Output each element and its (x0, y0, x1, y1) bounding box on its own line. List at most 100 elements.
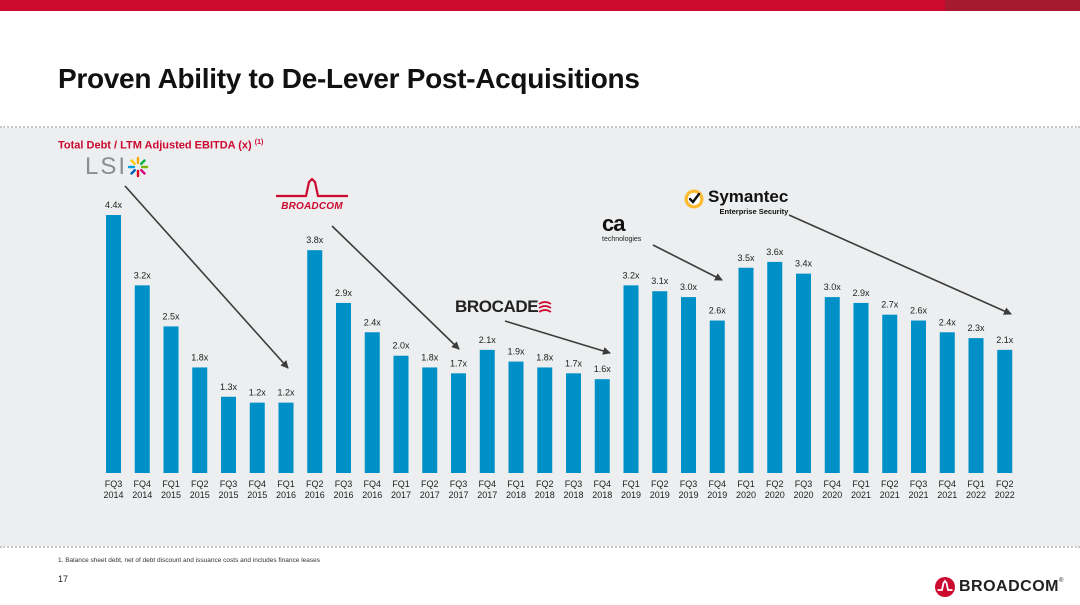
bar-fq4-2018 (594, 379, 610, 473)
bar-fq3-2015 (221, 396, 236, 473)
x-tick-year: 2017 (448, 490, 468, 500)
x-tick-year: 2017 (391, 490, 411, 500)
deleverage-arrow-group (124, 185, 1012, 369)
bar-value-label: 2.0x (392, 341, 410, 351)
x-tick-quarter: FQ4 (133, 479, 151, 489)
leverage-bar-chart: 4.4x 3.2x 2.5x 1.8x 1.3x 1.2x 1.2x 3.8x 2.9x 2.4x… (103, 185, 1015, 500)
x-tick-year: 2018 (592, 490, 612, 500)
broadcom-brand-mark: ® (1059, 578, 1064, 584)
x-tick-quarter: FQ4 (248, 479, 266, 489)
bar-value-label: 2.3x (967, 323, 985, 333)
bar-group (106, 215, 1013, 473)
broadcom-legacy-logo: BROADCOM (272, 177, 352, 212)
x-tick-quarter: FQ1 (277, 479, 295, 489)
bar-fq1-2018 (508, 361, 524, 473)
brocade-logo: BROCADE (455, 297, 552, 317)
x-tick-year: 2015 (218, 490, 238, 500)
x-tick-quarter: FQ1 (622, 479, 640, 489)
x-tick-quarter: FQ3 (335, 479, 353, 489)
x-tick-quarter: FQ2 (536, 479, 554, 489)
bar-fq2-2018 (537, 367, 553, 473)
x-tick-quarter: FQ2 (191, 479, 209, 489)
bar-value-label: 1.9x (507, 347, 525, 357)
x-tick-quarter: FQ4 (478, 479, 496, 489)
symantec-check-icon (684, 189, 704, 209)
x-tick-year: 2018 (535, 490, 555, 500)
x-tick-quarter: FQ4 (938, 479, 956, 489)
page-number: 17 (58, 574, 69, 584)
x-tick-year: 2016 (305, 490, 325, 500)
x-tick-year: 2020 (736, 490, 756, 500)
bar-fq3-2017 (451, 373, 466, 473)
x-tick-quarter: FQ2 (766, 479, 784, 489)
lsi-logo-text: LSI (85, 153, 128, 180)
x-tick-year: 2020 (822, 490, 842, 500)
bar-fq3-2016 (336, 302, 351, 473)
symantec-logo: Symantec Enterprise Security (683, 188, 788, 216)
x-tick-quarter: FQ4 (363, 479, 381, 489)
bar-fq2-2017 (422, 367, 438, 473)
arrow-lsi (124, 185, 289, 369)
x-tick-year: 2014 (103, 490, 123, 500)
bar-fq3-2014 (106, 215, 121, 473)
bar-value-label: 2.9x (335, 288, 353, 298)
x-tick-quarter: FQ3 (795, 479, 813, 489)
bar-value-label: 2.9x (852, 288, 870, 298)
x-tick-quarter: FQ3 (220, 479, 238, 489)
x-tick-quarter: FQ3 (565, 479, 583, 489)
x-tick-year: 2019 (650, 490, 670, 500)
bar-fq4-2020 (824, 297, 840, 473)
x-tick-year: 2019 (678, 490, 698, 500)
footnote: 1. Balance sheet debt, net of debt disco… (58, 557, 320, 564)
x-tick-year: 2015 (247, 490, 267, 500)
symantec-logo-text-block: Symantec Enterprise Security (708, 187, 789, 217)
x-tick-quarter: FQ1 (967, 479, 985, 489)
bar-value-label: 2.7x (881, 300, 899, 310)
arrow-ca (652, 244, 723, 281)
x-tick-year: 2014 (132, 490, 152, 500)
bar-value-label: 1.2x (277, 388, 295, 398)
bar-fq4-2017 (479, 349, 495, 473)
x-tick-year: 2016 (276, 490, 296, 500)
bar-value-label: 1.7x (450, 358, 468, 368)
x-tick-year: 2020 (765, 490, 785, 500)
bar-fq2-2022 (997, 349, 1013, 473)
bar-value-label: 2.1x (996, 335, 1014, 345)
bar-value-label: 3.6x (766, 247, 784, 257)
symantec-logo-text: Symantec (708, 187, 789, 206)
divider-bottom (0, 546, 1080, 548)
bar-fq4-2015 (249, 402, 265, 473)
x-tick-quarter: FQ2 (651, 479, 669, 489)
bar-value-label: 3.5x (737, 253, 755, 263)
bar-value-label: 2.5x (162, 311, 180, 321)
bar-fq1-2016 (278, 402, 294, 473)
x-tick-year: 2017 (420, 490, 440, 500)
x-tick-quarter: FQ4 (593, 479, 611, 489)
bar-value-label: 4.4x (105, 200, 123, 210)
bar-value-label: 1.6x (594, 364, 612, 374)
x-tick-year: 2019 (707, 490, 727, 500)
broadcom-legacy-logo-text: BROADCOM (281, 201, 343, 212)
bar-value-label: 3.2x (622, 270, 640, 280)
bar-value-label: 1.2x (249, 388, 267, 398)
x-tick-quarter: FQ3 (450, 479, 468, 489)
bar-value-label: 3.0x (680, 282, 698, 292)
x-tick-year: 2016 (333, 490, 353, 500)
bar-fq1-2022 (968, 338, 984, 473)
arrow-broadcom (331, 225, 460, 350)
x-tick-group: FQ32014FQ42014FQ12015FQ22015FQ32015FQ420… (103, 479, 1014, 500)
bar-value-label: 2.6x (910, 306, 928, 316)
bar-value-label: 3.0x (824, 282, 842, 292)
chart-title-note: (1) (254, 139, 264, 146)
broadcom-brand-text: BROADCOM (959, 578, 1059, 595)
bar-value-label: 1.8x (536, 352, 554, 362)
x-tick-year: 2015 (190, 490, 210, 500)
divider-top (0, 126, 1080, 128)
x-tick-quarter: FQ4 (823, 479, 841, 489)
chart-title: Total Debt / LTM Adjusted EBITDA (x) (1) (58, 139, 263, 152)
bar-value-label: 1.8x (421, 352, 439, 362)
x-tick-quarter: FQ1 (392, 479, 410, 489)
lsi-burst-icon (127, 156, 149, 178)
chart-title-text: Total Debt / LTM Adjusted EBITDA (x) (58, 139, 252, 152)
bar-fq1-2019 (623, 285, 639, 473)
